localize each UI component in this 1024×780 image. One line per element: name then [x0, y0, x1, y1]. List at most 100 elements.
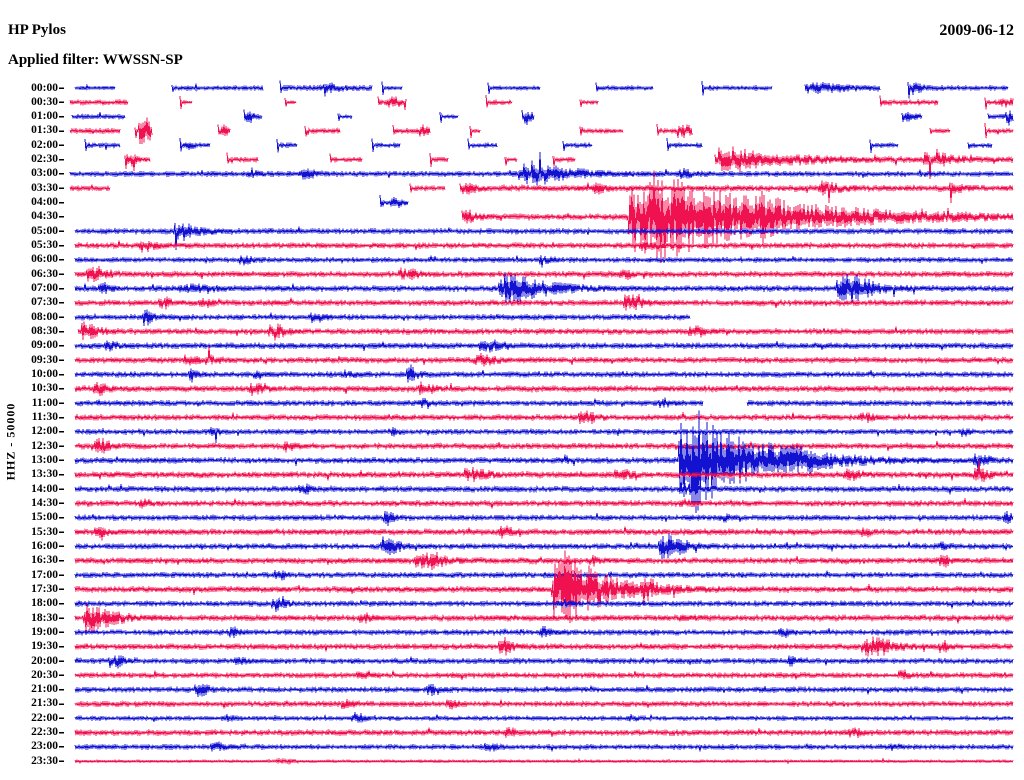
time-label: 12:30 [31, 439, 58, 452]
trace-segment [485, 94, 513, 108]
time-label: 07:30 [31, 296, 58, 309]
time-label: 04:30 [31, 210, 58, 223]
trace-segment [74, 669, 1014, 680]
trace-segment [74, 595, 1014, 613]
trace-segment [579, 99, 599, 107]
trace-segment [504, 156, 518, 166]
trace-row [69, 94, 1014, 110]
trace-segment [907, 81, 1009, 99]
trace-row [74, 552, 1014, 571]
trace-segment [901, 111, 923, 122]
trace-row [74, 410, 1014, 514]
trace-row [74, 655, 1014, 669]
trace-segment [714, 146, 1014, 179]
time-label: 18:00 [31, 597, 58, 610]
time-label: 11:30 [31, 410, 58, 423]
trace-segment [746, 399, 1014, 408]
time-label: 10:00 [31, 368, 58, 380]
trace-segment [74, 410, 1014, 424]
trace-segment [217, 124, 231, 136]
trace-segment [74, 655, 1014, 669]
trace-row [74, 339, 1014, 353]
trace-segment [74, 552, 1014, 571]
trace-segment [124, 154, 151, 172]
trace-segment [74, 265, 1014, 283]
trace-segment [701, 80, 773, 96]
trace-row [74, 533, 1014, 559]
trace-row [84, 137, 993, 153]
time-label: 16:30 [31, 554, 58, 567]
time-label: 05:30 [31, 239, 58, 252]
trace-segment [804, 82, 881, 94]
trace-segment [74, 272, 1014, 306]
trace-segment [74, 525, 1014, 541]
time-label: 21:00 [31, 683, 58, 696]
trace-segment [284, 97, 297, 107]
record-date: 2009-06-12 [939, 22, 1014, 39]
trace-segment [74, 83, 116, 91]
time-label: 14:30 [31, 496, 58, 509]
trace-segment [377, 96, 407, 110]
trace-segment [74, 625, 1014, 638]
trace-row [379, 195, 409, 208]
trace-row [77, 321, 1014, 341]
trace-segment [74, 741, 1014, 752]
trace-segment [984, 123, 1014, 139]
trace-row [69, 152, 1014, 186]
trace-segment [74, 482, 1014, 495]
trace-segment [77, 321, 1014, 341]
trace-row [74, 309, 691, 327]
trace-segment [74, 757, 1014, 766]
trace-segment [879, 95, 939, 107]
trace-segment [69, 152, 1014, 186]
trace-row [124, 146, 1014, 179]
trace-segment [226, 152, 259, 164]
trace-row [74, 397, 1014, 409]
trace-segment [467, 138, 498, 150]
trace-segment [552, 155, 576, 167]
trace-row [71, 109, 1014, 126]
trace-row [74, 757, 1014, 766]
trace-row [69, 117, 1014, 145]
trace-segment [439, 112, 459, 123]
trace-row [74, 364, 1014, 383]
applied-filter-label: Applied filter: WWSSN-SP [8, 52, 183, 68]
trace-row [74, 272, 1014, 306]
time-label: 19:30 [31, 640, 58, 653]
trace-segment [74, 604, 1014, 633]
time-label: 11:00 [31, 396, 58, 409]
trace-segment [329, 153, 363, 164]
trace-segment [381, 81, 403, 96]
trace-segment [379, 195, 409, 208]
trace-segment [74, 570, 1014, 581]
time-label: 17:30 [31, 582, 58, 595]
trace-row [74, 669, 1014, 680]
trace-segment [74, 293, 1014, 311]
time-label: 22:00 [31, 711, 58, 724]
trace-segment [279, 80, 373, 97]
time-label: 09:30 [31, 353, 58, 366]
time-label: 08:00 [31, 310, 58, 323]
trace-segment [74, 712, 1014, 723]
trace-segment [71, 112, 126, 121]
trace-segment [74, 309, 691, 327]
trace-row [74, 255, 1014, 268]
trace-segment [134, 117, 153, 145]
trace-row [74, 636, 1014, 657]
time-label: 19:00 [31, 625, 58, 638]
time-label: 08:30 [31, 325, 58, 338]
time-label: 18:30 [31, 611, 58, 624]
time-label: 20:30 [31, 668, 58, 681]
trace-row [74, 625, 1014, 638]
trace-row [74, 741, 1014, 752]
trace-row [74, 550, 1014, 624]
trace-segment [74, 698, 1014, 710]
time-label: 21:30 [31, 697, 58, 710]
time-label: 05:00 [31, 224, 58, 237]
trace-segment [69, 126, 121, 135]
trace-segment [666, 137, 703, 151]
trace-segment [987, 110, 1014, 126]
time-label: 10:30 [31, 382, 58, 395]
trace-segment [579, 126, 624, 136]
